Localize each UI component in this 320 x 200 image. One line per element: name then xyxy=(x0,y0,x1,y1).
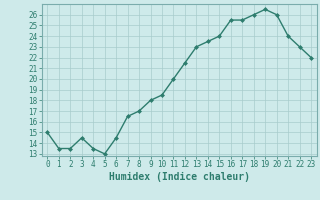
X-axis label: Humidex (Indice chaleur): Humidex (Indice chaleur) xyxy=(109,172,250,182)
